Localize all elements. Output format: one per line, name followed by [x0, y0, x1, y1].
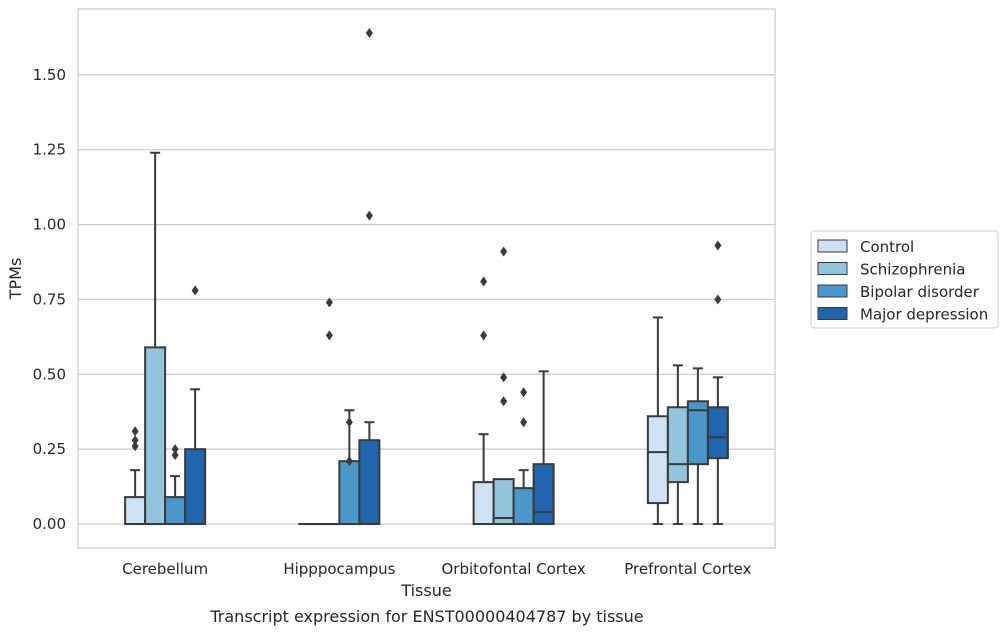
outlier-point — [365, 27, 373, 38]
outlier-point — [345, 456, 353, 467]
box — [666, 406, 689, 484]
x-tick-label: Hipppocampus — [283, 560, 395, 578]
outlier-point — [714, 294, 722, 305]
series-major-depression — [184, 27, 729, 526]
outlier-point — [191, 285, 199, 296]
y-tick-labels: 0.00 0.25 0.50 0.75 1.00 1.25 1.50 — [33, 66, 66, 533]
outlier-point — [480, 330, 488, 341]
outlier-point — [131, 435, 139, 446]
box — [338, 460, 361, 526]
outlier-point — [325, 297, 333, 308]
y-axis-label: TPMs — [6, 258, 25, 301]
outlier-point — [500, 372, 508, 383]
x-tick-label: Cerebellum — [122, 560, 208, 578]
legend-label: Schizophrenia — [860, 261, 965, 279]
series-control — [124, 276, 669, 526]
y-tick-label: 1.00 — [33, 216, 66, 234]
x-tick-labels: Cerebellum Hipppocampus Orbitofontal Corte… — [122, 560, 751, 578]
x-tick-label: Prefrontal Cortex — [624, 560, 751, 578]
y-tick-label: 1.25 — [33, 141, 66, 159]
legend: Control Schizophrenia Bipolar disorder Majo… — [810, 230, 999, 329]
legend-label: Major depression — [860, 306, 988, 324]
series-schizophrenia — [144, 151, 689, 526]
box — [512, 487, 535, 526]
legend-swatch — [817, 262, 848, 275]
outlier-point — [345, 417, 353, 428]
legend-label: Bipolar disorder — [860, 283, 980, 301]
y-tick-label: 0.00 — [33, 515, 66, 533]
outlier-point — [714, 240, 722, 251]
box — [144, 346, 167, 526]
legend-frame — [810, 230, 999, 329]
outlier-point — [131, 441, 139, 452]
box — [124, 496, 147, 526]
legend-swatch — [817, 307, 848, 320]
y-tick-label: 0.25 — [33, 440, 66, 458]
box — [164, 496, 187, 526]
y-tick-label: 0.50 — [33, 365, 66, 383]
outlier-point — [131, 426, 139, 437]
outlier-point — [171, 444, 179, 455]
box — [184, 448, 207, 526]
box — [472, 481, 495, 526]
outlier-point — [365, 210, 373, 221]
outlier-point — [520, 417, 528, 428]
plot-frame — [77, 8, 776, 549]
legend-label: Control — [860, 238, 914, 256]
outlier-point — [520, 387, 528, 398]
outlier-point — [480, 276, 488, 287]
box — [646, 415, 669, 505]
outlier-point — [500, 246, 508, 257]
y-tick-label: 1.50 — [33, 66, 66, 84]
y-tick-label: 0.75 — [33, 290, 66, 308]
box-plot-series — [124, 27, 729, 526]
box — [532, 463, 555, 526]
x-tick-label: Orbitofontal Cortex — [442, 560, 586, 578]
series-bipolar-disorder — [164, 367, 709, 526]
box — [706, 406, 729, 460]
outlier-point — [171, 450, 179, 461]
box — [358, 439, 381, 526]
outlier-point — [500, 396, 508, 407]
legend-swatch — [817, 239, 848, 253]
x-axis-label: Tissue — [400, 581, 451, 600]
outlier-point — [325, 330, 333, 341]
legend-swatch — [817, 284, 848, 298]
chart-caption: Transcript expression for ENST0000040478… — [209, 607, 643, 626]
